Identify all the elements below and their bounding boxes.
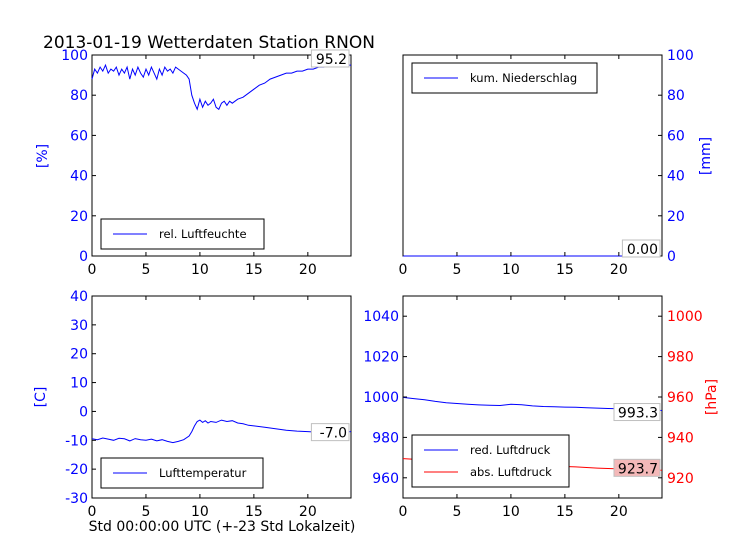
- temperature-annotation-label: -7.0: [320, 426, 347, 442]
- pressure-ytick-label: 1040: [363, 309, 399, 325]
- pressure-xtick-label: 15: [556, 504, 574, 520]
- precip-annotation-box: [621, 239, 661, 258]
- humidity-xtick-label: 0: [88, 262, 97, 278]
- precip-legend-label: kum. Niederschlag: [470, 71, 577, 85]
- pressure-xtick-label: 5: [452, 504, 461, 520]
- pressure-ytick-label: 920: [667, 471, 694, 487]
- temperature-annotation-box: [310, 423, 350, 442]
- precip-xtick-label: 20: [610, 262, 628, 278]
- humidity-annotation-label: 95.2: [316, 52, 347, 68]
- temperature-ylabel: [C]: [33, 387, 49, 408]
- humidity-ytick-label: 40: [70, 169, 88, 185]
- temperature-xtick-label: 0: [88, 504, 97, 520]
- pressure-annotation-box: [613, 458, 661, 477]
- temperature-ytick-label: 30: [70, 318, 88, 334]
- humidity-xtick-label: 10: [191, 262, 209, 278]
- temperature-ytick-label: 20: [70, 347, 88, 363]
- pressure-ytick-label: 940: [667, 430, 694, 446]
- precip-ytick-label: 0: [667, 249, 676, 265]
- precip-xtick-label: 15: [556, 262, 574, 278]
- humidity-ytick-label: 60: [70, 128, 88, 144]
- humidity-ylabel: [%]: [35, 144, 51, 168]
- pressure-legend-label: red. Luftdruck: [470, 443, 551, 457]
- pressure-xtick-label: 0: [399, 504, 408, 520]
- humidity-ytick-label: 100: [61, 48, 88, 64]
- pressure-annotation-label: 993.3: [618, 406, 658, 422]
- temperature-series-lufttemperatur: [91, 419, 352, 444]
- pressure-ytick-label: 1000: [667, 309, 703, 325]
- humidity-ytick-label: 0: [79, 249, 88, 265]
- figure-title: 2013-01-19 Wetterdaten Station RNON: [43, 33, 375, 53]
- precip-ytick-label: 100: [667, 48, 694, 64]
- precipitation-panel: 0 5 10 15 20 0 20 40 60 80 100 [mm] kum. Niederschla…: [399, 48, 714, 278]
- temperature-xtick-label: 10: [191, 504, 209, 520]
- humidity-xtick-label: 5: [141, 262, 150, 278]
- precip-xtick-label: 10: [502, 262, 520, 278]
- humidity-panel: 0 5 10 15 20 0 20 40 60 80 100 [%] rel. Luftfeuchte 9…: [35, 48, 352, 278]
- pressure-ylabel: [hPa]: [704, 379, 720, 415]
- pressure-panel: 0 5 10 15 20 960 980 1000 1020 1040 920 940 960 980 10…: [363, 295, 720, 520]
- pressure-legend-box: [411, 434, 570, 488]
- temperature-xtick-label: 5: [141, 504, 150, 520]
- humidity-legend-label: rel. Luftfeuchte: [159, 227, 247, 241]
- precip-ylabel: [mm]: [698, 137, 714, 175]
- pressure-annotation-label: 923.7: [618, 461, 658, 477]
- temperature-ytick-label: 40: [70, 289, 88, 305]
- pressure-ytick-label: 980: [667, 350, 694, 366]
- precip-xtick-label: 0: [399, 262, 408, 278]
- temperature-ytick-label: 0: [79, 404, 88, 420]
- temperature-panel: 0 5 10 15 20 -30 -20 -10 0 10 20 30 40 [C] Lufttempera…: [33, 289, 352, 520]
- precip-ytick-label: 60: [667, 128, 685, 144]
- temperature-ytick-label: 10: [70, 376, 88, 392]
- precip-ytick-label: 40: [667, 169, 685, 185]
- temperature-xtick-label: 20: [299, 504, 317, 520]
- precip-annotation-label: 0.00: [627, 242, 658, 258]
- temperature-xtick-label: 15: [245, 504, 263, 520]
- humidity-xtick-label: 15: [245, 262, 263, 278]
- temperature-ytick-label: -10: [65, 433, 88, 449]
- pressure-xtick-label: 20: [610, 504, 628, 520]
- humidity-axes-frame: [91, 54, 352, 257]
- temperature-legend-label: Lufttemperatur: [159, 466, 247, 480]
- pressure-ytick-label: 960: [372, 471, 399, 487]
- precip-ytick-label: 20: [667, 209, 685, 225]
- humidity-xtick-label: 20: [299, 262, 317, 278]
- pressure-xtick-label: 10: [502, 504, 520, 520]
- humidity-series-rel-luftfeuchte: [91, 63, 351, 111]
- temperature-axes-frame: [91, 295, 352, 499]
- humidity-ytick-label: 20: [70, 209, 88, 225]
- temperature-ytick-label: -30: [65, 491, 88, 507]
- pressure-ytick-label: 960: [667, 390, 694, 406]
- pressure-annotation-box: [613, 403, 661, 422]
- humidity-annotation-box: [310, 49, 350, 68]
- pressure-ytick-label: 1000: [363, 390, 399, 406]
- pressure-ytick-label: 980: [372, 430, 399, 446]
- figure-xlabel: Std 00:00:00 UTC (+-23 Std Lokalzeit): [89, 519, 356, 535]
- precip-xtick-label: 5: [452, 262, 461, 278]
- humidity-ytick-label: 80: [70, 88, 88, 104]
- precip-ytick-label: 80: [667, 88, 685, 104]
- pressure-ytick-label: 1020: [363, 350, 399, 366]
- temperature-ytick-label: -20: [65, 462, 88, 478]
- pressure-legend-label: abs. Luftdruck: [470, 465, 552, 479]
